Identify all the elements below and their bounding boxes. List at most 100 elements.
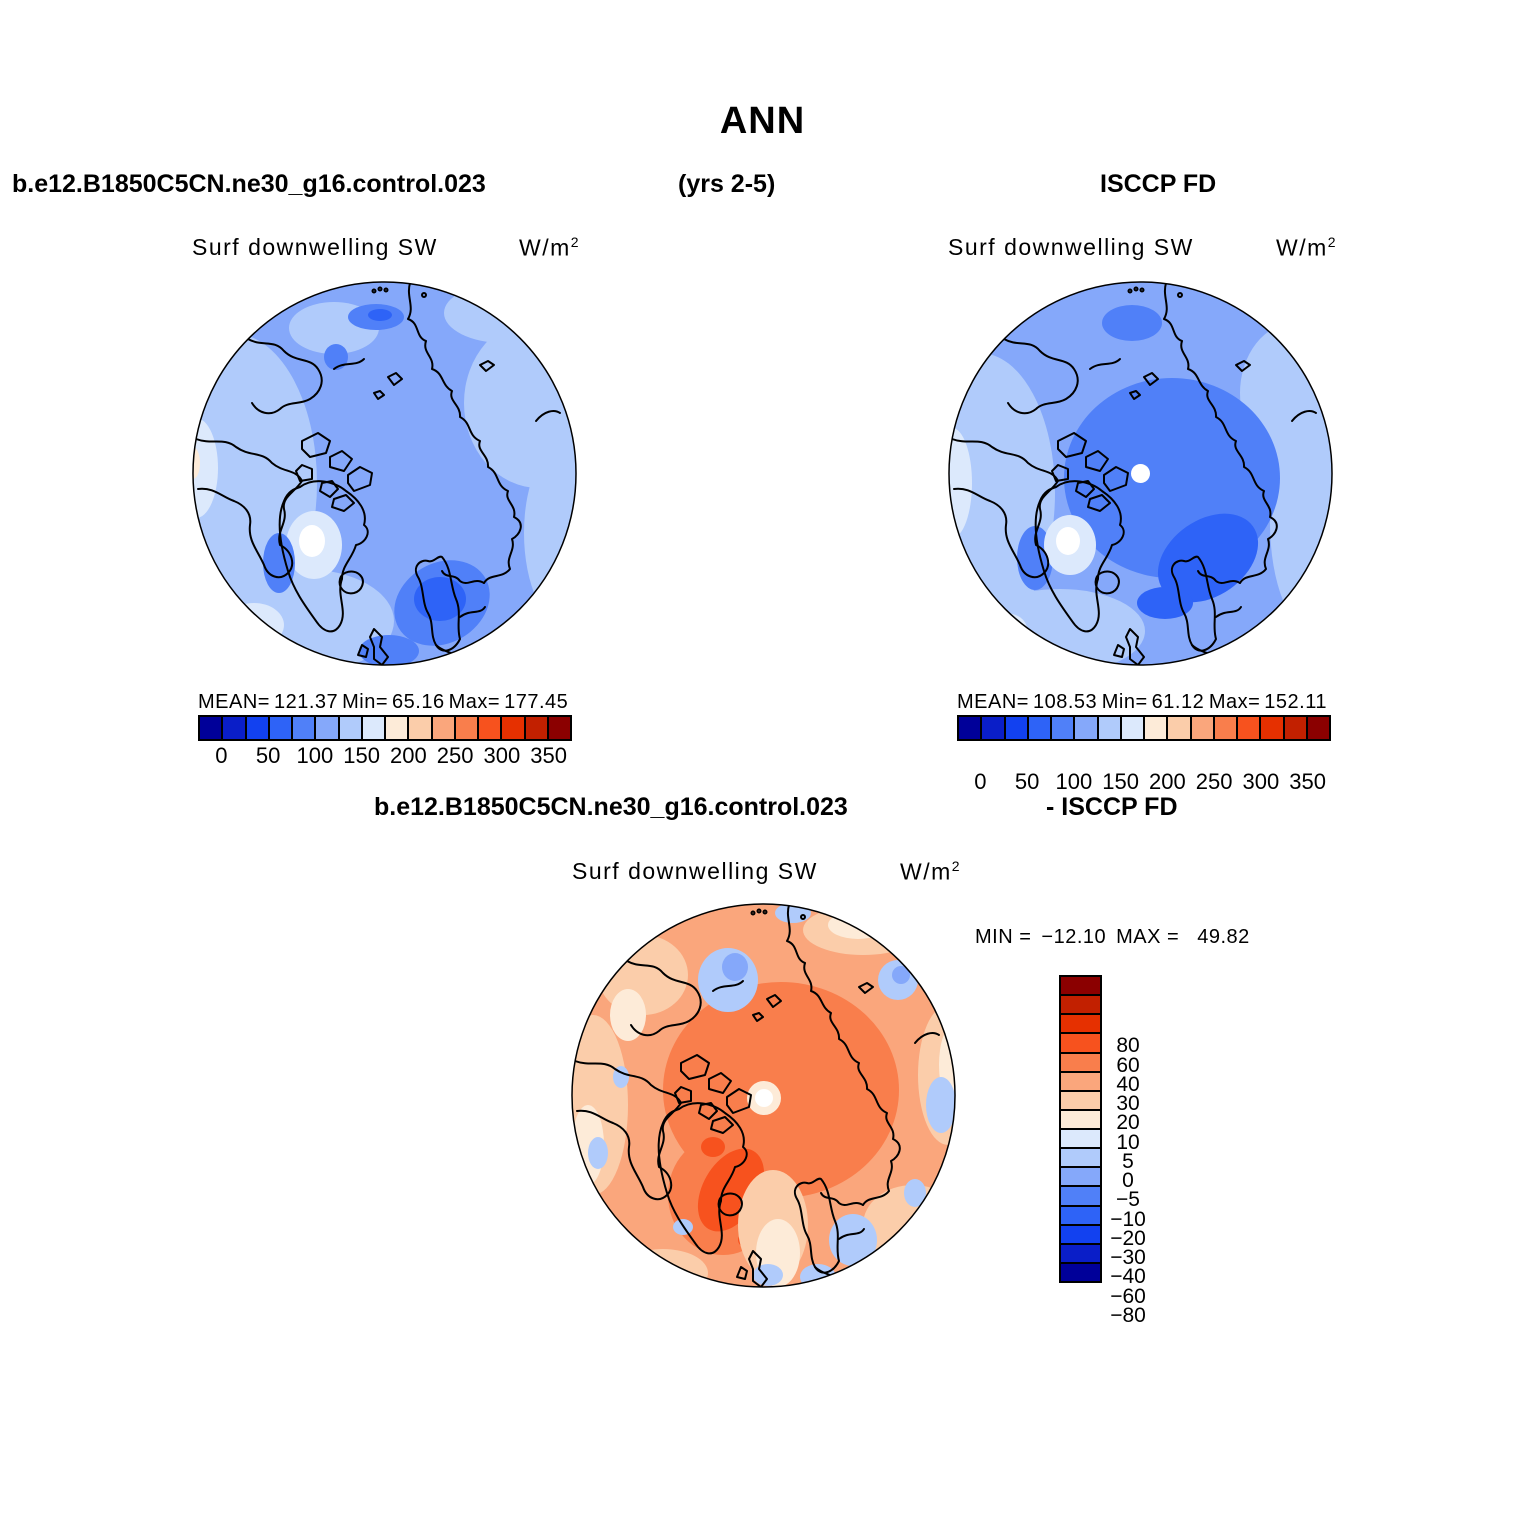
- diff-minmax: MIN = −12.10 MAX = 49.82: [975, 926, 1260, 949]
- colorbar-cell: [1061, 1128, 1100, 1148]
- colorbar-tick-label: 100: [296, 743, 334, 768]
- colorbar-cell: [221, 717, 245, 739]
- diff-colorbar-ticks: 80 60 40 30 20 10 5 0 −5 −10 −20 −30 −40 −60 −80: [1104, 1027, 1152, 1335]
- colorbar-tick-label: 10: [1116, 1130, 1140, 1154]
- obs-field-title: Surf downwelling SW: [948, 234, 1194, 260]
- case-label-left: b.e12.B1850C5CN.ne30_g16.control.023: [12, 170, 486, 198]
- colorbar-tick-label: 0: [1122, 1169, 1134, 1192]
- colorbar-cell: [1061, 1013, 1100, 1033]
- colorbar-tick-label: 200: [390, 743, 427, 768]
- colorbar-tick-label: 40: [1116, 1072, 1140, 1096]
- diff-colorbar: [1059, 975, 1102, 1283]
- colorbar-tick-label: 350: [1289, 769, 1326, 794]
- colorbar-tick-label: 30: [1116, 1092, 1140, 1115]
- colorbar-cell: [430, 717, 454, 739]
- colorbar-cell: [1061, 1185, 1100, 1205]
- colorbar-cell: [1061, 1089, 1100, 1109]
- colorbar-cell: [1119, 717, 1143, 739]
- colorbar-tick-label: 250: [436, 743, 474, 768]
- colorbar-tick-label: 300: [483, 743, 521, 768]
- colorbar-cell: [1061, 1147, 1100, 1167]
- obs-label-right: ISCCP FD: [1100, 170, 1217, 198]
- colorbar-cell: [1026, 717, 1050, 739]
- colorbar-cell: [314, 717, 338, 739]
- units-exponent: 2: [951, 858, 962, 874]
- max-value: 177.45: [504, 691, 569, 713]
- max-label: Max=: [448, 691, 501, 713]
- colorbar-tick-label: −80: [1110, 1303, 1146, 1327]
- colorbar-cell: [980, 717, 1004, 739]
- colorbar-cell: [453, 717, 477, 739]
- years-label: (yrs 2-5): [678, 170, 776, 198]
- mean-value: 121.37: [273, 691, 339, 713]
- colorbar-tick-label: −40: [1110, 1265, 1146, 1289]
- units-base: W/m: [900, 858, 952, 885]
- colorbar-cell: [1259, 717, 1283, 739]
- colorbar-tick-label: 150: [343, 743, 380, 768]
- colorbar-cell: [267, 717, 291, 739]
- model-map-contours: [193, 282, 576, 665]
- pole-hole: [1131, 464, 1150, 483]
- min-label: Min=: [1101, 691, 1148, 713]
- obs-colorbar-ticks: 0 50 100 150 200 250 300 350: [957, 769, 1331, 795]
- min-value: 65.16: [392, 691, 445, 713]
- max-value: 152.11: [1264, 691, 1327, 713]
- model-colorbar: [198, 715, 572, 741]
- units-base: W/m: [519, 234, 571, 261]
- units-exponent: 2: [1327, 234, 1338, 250]
- season-title: ANN: [719, 100, 806, 142]
- model-colorbar-ticks: 0 50 100 150 200 250 300 350: [198, 743, 572, 769]
- colorbar-cell: [546, 717, 570, 739]
- colorbar-tick-label: 5: [1122, 1149, 1134, 1173]
- diff-obs-label: - ISCCP FD: [1046, 793, 1178, 821]
- colorbar-tick-label: 50: [255, 743, 281, 768]
- mean-label: MEAN=: [198, 691, 270, 713]
- map-boundary-circle: [192, 281, 577, 666]
- colorbar-cell: [1061, 1261, 1100, 1281]
- max-label: MAX =: [1116, 926, 1180, 948]
- colorbar-tick-label: 250: [1195, 769, 1233, 794]
- colorbar-cell: [360, 717, 384, 739]
- min-label: MIN =: [975, 926, 1032, 948]
- min-label: Min=: [342, 691, 389, 713]
- colorbar-cell: [1061, 994, 1100, 1014]
- colorbar-tick-label: 300: [1242, 769, 1280, 794]
- colorbar-cell: [244, 717, 268, 739]
- colorbar-cell: [1143, 717, 1167, 739]
- colorbar-cell: [1061, 1108, 1100, 1128]
- model-stats: MEAN= 121.37 Min= 65.16 Max= 177.45: [198, 691, 572, 714]
- colorbar-tick-label: 60: [1116, 1053, 1140, 1077]
- colorbar-cell: [1282, 717, 1306, 739]
- colorbar-cell: [1061, 977, 1100, 995]
- obs-stats: MEAN= 108.53 Min= 61.12 Max= 152.11: [957, 691, 1331, 714]
- colorbar-cell: [384, 717, 408, 739]
- colorbar-cell: [1050, 717, 1074, 739]
- colorbar-cell: [500, 717, 524, 739]
- colorbar-tick-label: 150: [1102, 769, 1139, 794]
- colorbar-cell: [1189, 717, 1213, 739]
- colorbar-tick-label: −60: [1110, 1284, 1146, 1308]
- model-units-label: W/m2: [519, 234, 580, 262]
- colorbar-cell: [407, 717, 431, 739]
- colorbar-tick-label: −20: [1110, 1226, 1146, 1250]
- obs-colorbar: [957, 715, 1331, 741]
- colorbar-cell: [959, 717, 981, 739]
- colorbar-cell: [1061, 1032, 1100, 1052]
- colorbar-tick-label: 100: [1055, 769, 1093, 794]
- colorbar-tick-label: 50: [1014, 769, 1040, 794]
- map-boundary-circle: [571, 903, 956, 1288]
- max-value: 49.82: [1197, 926, 1250, 948]
- colorbar-tick-label: 80: [1116, 1034, 1140, 1058]
- colorbar-tick-label: −30: [1110, 1246, 1146, 1269]
- mean-label: MEAN=: [957, 691, 1029, 713]
- colorbar-cell: [477, 717, 501, 739]
- colorbar-cell: [291, 717, 315, 739]
- colorbar-cell: [1236, 717, 1260, 739]
- colorbar-cell: [1003, 717, 1027, 739]
- colorbar-cell: [1166, 717, 1190, 739]
- colorbar-tick-label: 200: [1149, 769, 1186, 794]
- colorbar-cell: [1305, 717, 1329, 739]
- colorbar-cell: [1061, 1070, 1100, 1090]
- colorbar-cell: [200, 717, 222, 739]
